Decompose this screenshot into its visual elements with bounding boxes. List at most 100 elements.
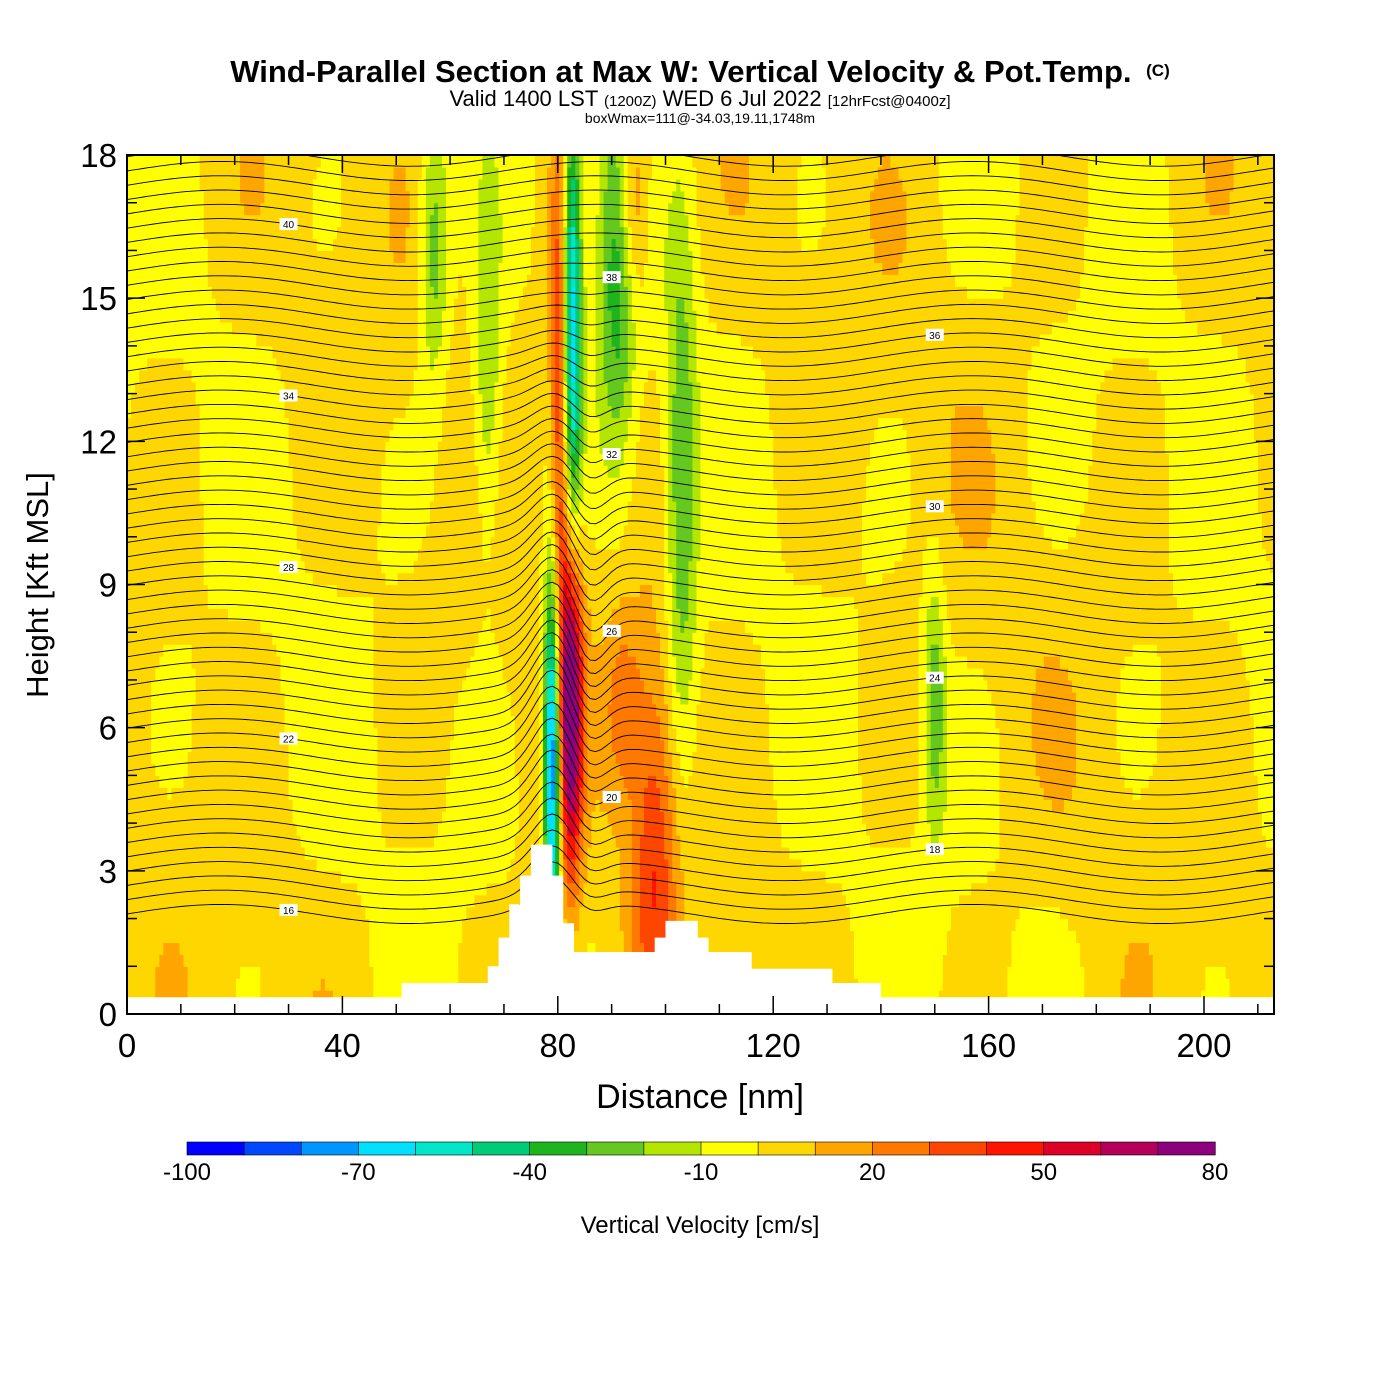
- velocity-cell: [228, 262, 233, 275]
- velocity-cell: [236, 155, 241, 168]
- velocity-cell: [220, 561, 225, 574]
- velocity-cell: [248, 966, 253, 979]
- velocity-cell: [212, 942, 217, 955]
- velocity-cell: [188, 239, 193, 252]
- velocity-cell: [236, 978, 241, 991]
- velocity-cell: [232, 978, 237, 991]
- velocity-cell: [131, 632, 136, 645]
- velocity-cell: [175, 417, 180, 430]
- velocity-cell: [159, 954, 164, 967]
- velocity-cell: [244, 453, 249, 466]
- velocity-cell: [175, 883, 180, 896]
- velocity-cell: [171, 907, 176, 920]
- velocity-cell: [228, 525, 233, 538]
- velocity-cell: [252, 525, 257, 538]
- velocity-cell: [240, 787, 245, 800]
- velocity-cell: [131, 346, 136, 359]
- velocity-cell: [147, 429, 152, 442]
- velocity-cell: [163, 930, 168, 943]
- velocity-cell: [204, 716, 209, 729]
- velocity-cell: [159, 680, 164, 693]
- velocity-cell: [208, 310, 213, 323]
- velocity-cell: [151, 191, 156, 204]
- velocity-cell: [228, 692, 233, 705]
- velocity-cell: [236, 716, 241, 729]
- velocity-cell: [212, 728, 217, 741]
- velocity-cell: [167, 525, 172, 538]
- velocity-cell: [252, 752, 257, 765]
- velocity-cell: [240, 620, 245, 633]
- velocity-cell: [171, 632, 176, 645]
- velocity-cell: [228, 585, 233, 598]
- velocity-cell: [143, 155, 148, 168]
- valid-prefix: Valid 1400 LST: [449, 86, 597, 111]
- velocity-cell: [192, 692, 197, 705]
- velocity-cell: [131, 358, 136, 371]
- velocity-cell: [131, 310, 136, 323]
- velocity-cell: [143, 620, 148, 633]
- velocity-cell: [143, 465, 148, 478]
- velocity-cell: [155, 752, 160, 765]
- velocity-cell: [208, 907, 213, 920]
- velocity-cell: [180, 728, 185, 741]
- velocity-cell: [232, 799, 237, 812]
- velocity-cell: [188, 203, 193, 216]
- velocity-cell: [252, 513, 257, 526]
- velocity-cell: [224, 919, 229, 932]
- velocity-cell: [163, 489, 168, 502]
- velocity-cell: [192, 429, 197, 442]
- velocity-cell: [220, 752, 225, 765]
- velocity-cell: [180, 656, 185, 669]
- velocity-cell: [143, 728, 148, 741]
- velocity-cell: [188, 752, 193, 765]
- velocity-cell: [188, 358, 193, 371]
- velocity-cell: [208, 966, 213, 979]
- velocity-cell: [216, 549, 221, 562]
- velocity-cell: [212, 525, 217, 538]
- velocity-cell: [147, 859, 152, 872]
- velocity-cell: [236, 525, 241, 538]
- velocity-cell: [220, 358, 225, 371]
- velocity-cell: [163, 453, 168, 466]
- velocity-cell: [220, 525, 225, 538]
- velocity-cell: [208, 871, 213, 884]
- velocity-cell: [139, 585, 144, 598]
- velocity-cell: [260, 978, 265, 991]
- velocity-cell: [151, 167, 156, 180]
- velocity-cell: [184, 274, 189, 287]
- velocity-cell: [139, 740, 144, 753]
- velocity-cell: [184, 155, 189, 168]
- velocity-cell: [224, 346, 229, 359]
- velocity-cell: [167, 465, 172, 478]
- velocity-cell: [192, 286, 197, 299]
- velocity-cell: [135, 752, 140, 765]
- velocity-cell: [171, 752, 176, 765]
- velocity-cell: [188, 322, 193, 335]
- velocity-cell: [216, 358, 221, 371]
- velocity-cell: [232, 477, 237, 490]
- velocity-cell: [192, 835, 197, 848]
- velocity-cell: [135, 286, 140, 299]
- velocity-cell: [228, 644, 233, 657]
- velocity-cell: [244, 155, 249, 168]
- velocity-cell: [184, 561, 189, 574]
- velocity-cell: [248, 322, 253, 335]
- velocity-cell: [212, 310, 217, 323]
- velocity-cell: [143, 382, 148, 395]
- velocity-cell: [228, 787, 233, 800]
- velocity-cell: [232, 489, 237, 502]
- velocity-cell: [244, 668, 249, 681]
- velocity-cell: [131, 394, 136, 407]
- velocity-cell: [159, 561, 164, 574]
- velocity-cell: [175, 942, 180, 955]
- velocity-cell: [159, 394, 164, 407]
- velocity-cell: [204, 215, 209, 228]
- velocity-cell: [216, 286, 221, 299]
- velocity-cell: [155, 382, 160, 395]
- velocity-cell: [163, 310, 168, 323]
- velocity-cell: [248, 250, 253, 263]
- velocity-cell: [220, 489, 225, 502]
- velocity-cell: [220, 167, 225, 180]
- velocity-cell: [240, 465, 245, 478]
- velocity-cell: [163, 596, 168, 609]
